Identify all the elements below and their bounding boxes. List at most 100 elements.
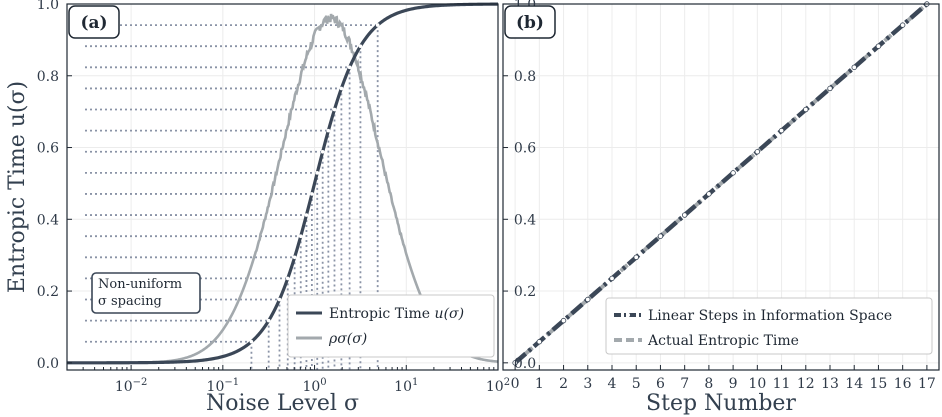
x-tick-exponent: −1 xyxy=(224,377,239,388)
annotation-box xyxy=(91,272,201,314)
x-tick-base: 10 xyxy=(394,379,412,395)
linear-step-marker xyxy=(536,339,543,345)
linear-step-marker xyxy=(803,106,809,113)
y-tick-label: 0.2 xyxy=(37,284,59,300)
entropic-step-marker xyxy=(292,255,297,260)
entropic-step-marker xyxy=(298,234,303,238)
linear-step-marker xyxy=(778,127,785,134)
x-tick-base: 10 xyxy=(115,379,133,395)
linear-step-marker xyxy=(754,149,761,155)
x-tick-label: 16 xyxy=(894,376,912,392)
y-tick-label: 0.2 xyxy=(514,284,536,300)
x-tick-label: 12 xyxy=(797,376,815,392)
x-tick-label: 3 xyxy=(583,376,592,392)
x-tick-base: 10 xyxy=(207,379,225,395)
y-tick-label: 0.0 xyxy=(514,356,536,372)
x-axis-label: Noise Level σ xyxy=(206,391,359,416)
y-axis-label: Entropic Time u(σ) xyxy=(5,81,30,293)
linear-step-marker xyxy=(585,296,591,303)
linear-step-marker xyxy=(633,254,639,260)
panel-label-box xyxy=(68,5,120,39)
x-tick-label: 102 xyxy=(486,377,510,395)
legend-label-entropic: Entropic Time u(σ) xyxy=(329,306,464,322)
linear-step-marker xyxy=(657,233,664,239)
x-tick-base: 10 xyxy=(302,379,320,395)
plot-frame xyxy=(66,3,499,371)
x-tick-label: 7 xyxy=(680,376,689,392)
chart-b: 0.00.20.40.60.81.00123456789101112131415… xyxy=(502,0,940,416)
entropic-step-marker xyxy=(310,192,314,196)
x-tick-label: 100 xyxy=(302,377,326,395)
y-tick-label: 0.6 xyxy=(514,141,536,157)
entropic-step-marker xyxy=(339,86,344,91)
legend-label-linear: Linear Steps in Information Space xyxy=(648,308,892,324)
x-tick-label: 11 xyxy=(773,376,791,392)
linear-step-marker xyxy=(899,22,906,28)
x-tick-label: 10−1 xyxy=(207,377,240,395)
y-tick-label: 0.0 xyxy=(37,356,59,372)
x-tick-label: 6 xyxy=(656,376,665,392)
linear-step-marker xyxy=(730,170,736,176)
x-tick-label: 14 xyxy=(845,376,863,392)
x-tick-label: 1 xyxy=(535,376,544,392)
x-tick-exponent: 0 xyxy=(320,377,326,388)
x-tick-exponent: 1 xyxy=(412,377,418,388)
plot-frame xyxy=(502,3,940,371)
x-tick-label: 4 xyxy=(608,376,617,392)
linear-step-marker xyxy=(560,317,567,324)
linear-step-marker xyxy=(875,43,882,49)
legend-box xyxy=(287,294,495,358)
linear-step-marker xyxy=(851,64,857,71)
entropic-step-marker xyxy=(326,128,331,133)
panel-label-box xyxy=(504,5,556,39)
entropic-time-curve xyxy=(67,2,499,365)
entropic-step-marker xyxy=(304,213,309,217)
x-tick-label: 15 xyxy=(870,376,888,392)
legend-marker-linear xyxy=(626,313,630,317)
legend-box xyxy=(605,297,933,355)
entropic-step-marker xyxy=(347,65,352,70)
y-tick-label: 0.4 xyxy=(37,212,59,228)
entropic-step-marker xyxy=(266,318,271,323)
x-tick-label: 13 xyxy=(821,376,839,392)
x-tick-label: 10 xyxy=(748,376,766,392)
x-tick-label: 2 xyxy=(559,376,568,392)
linear-step-marker xyxy=(609,275,615,282)
entropic-step-marker xyxy=(320,149,325,154)
annotation-line-1: Non-uniform xyxy=(98,277,182,292)
y-tick-label: 1.0 xyxy=(37,0,59,13)
legend-label-density: ρσ(σ) xyxy=(328,331,367,347)
linear-step-marker xyxy=(827,85,833,92)
y-tick-label: 0.8 xyxy=(514,69,536,85)
entropic-step-marker xyxy=(277,297,282,302)
entropic-step-marker xyxy=(358,44,363,48)
linear-step-marker xyxy=(681,212,688,218)
y-tick-label: 0.8 xyxy=(37,69,59,85)
x-tick-label: 5 xyxy=(632,376,641,392)
x-tick-exponent: 2 xyxy=(504,377,510,388)
y-tick-label: 0.4 xyxy=(514,212,536,228)
legend-label-entropic-math: u(σ) xyxy=(435,306,465,322)
x-tick-label: 0 xyxy=(511,376,520,392)
entropic-step-marker xyxy=(375,23,380,27)
x-axis-label: Step Number xyxy=(646,391,796,416)
panel-label: (b) xyxy=(516,13,544,33)
y-tick-label: 0.6 xyxy=(37,141,59,157)
series-linear-steps xyxy=(513,2,929,365)
entropic-step-marker xyxy=(249,339,254,344)
linear-step-marker xyxy=(706,191,712,197)
x-tick-base: 10 xyxy=(486,379,504,395)
x-tick-exponent: −2 xyxy=(133,377,148,388)
entropic-step-marker xyxy=(315,171,320,175)
entropic-step-marker xyxy=(332,107,337,112)
x-tick-label: 9 xyxy=(729,376,738,392)
x-tick-label: 8 xyxy=(704,376,713,392)
entropic-step-marker xyxy=(285,276,290,281)
x-tick-label: 10−2 xyxy=(115,377,148,395)
x-tick-label: 101 xyxy=(394,377,418,395)
chart-a: 0.00.20.40.60.81.010−2 10−1 100 101 102Noise… xyxy=(5,0,510,416)
panel-label: (a) xyxy=(80,13,107,33)
annotation-line-2: σ spacing xyxy=(98,294,162,309)
legend-label-actual: Actual Entropic Time xyxy=(647,333,799,349)
